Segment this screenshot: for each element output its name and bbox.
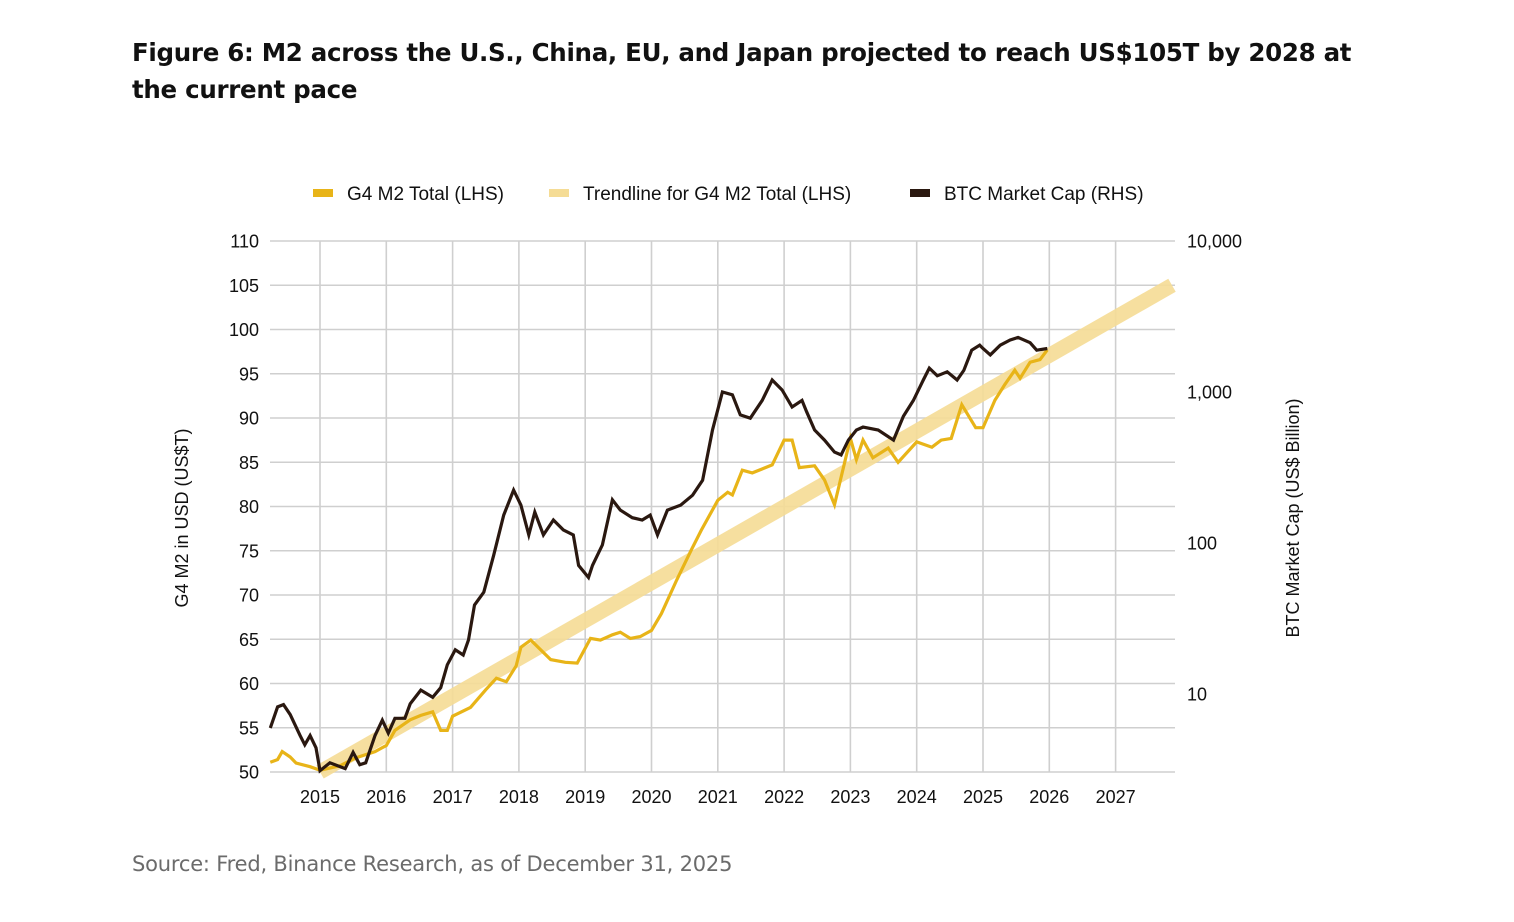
y-tick-label: 65: [239, 630, 259, 650]
y-tick-label: 85: [239, 453, 259, 473]
series-g4-m2-total: [269, 348, 1049, 772]
legend-label: BTC Market Cap (RHS): [944, 184, 1144, 205]
y-tick-label: 80: [239, 497, 259, 517]
y-tick-label: 110: [230, 232, 259, 252]
grid-horizontal: [270, 240, 1175, 773]
x-tick-label: 2020: [631, 787, 671, 807]
y-tick-label: 55: [239, 718, 259, 738]
y-tick-label: 90: [239, 409, 259, 429]
y-tick-label: 100: [229, 320, 259, 340]
y-tick-label: 70: [239, 586, 259, 606]
y-tick-label: 75: [239, 541, 259, 561]
x-tick-label: 2027: [1096, 787, 1136, 807]
y-tick-label: 95: [239, 364, 259, 384]
legend-swatch: [313, 189, 333, 197]
y2-tick-label: 100: [1187, 533, 1217, 553]
y2-tick-label: 10,000: [1187, 232, 1242, 252]
x-tick-label: 2023: [830, 787, 870, 807]
figure-title: Figure 6: M2 across the U.S., China, EU,…: [132, 38, 1352, 104]
x-tick-label: 2021: [698, 787, 738, 807]
x-tick-label: 2018: [499, 787, 539, 807]
y2-tick-label: 1,000: [1187, 382, 1232, 402]
series-btc-market-cap: [268, 335, 1048, 774]
x-tick-label: 2024: [897, 787, 937, 807]
x-axis-ticks: 2015 2016 2017 2018 2019 2020 2021 2022 2023 2024…: [300, 787, 1136, 807]
series-trendline: [316, 278, 1176, 779]
legend-swatch: [910, 189, 930, 197]
x-tick-label: 2025: [963, 787, 1003, 807]
x-tick-label: 2017: [433, 787, 473, 807]
legend-item-trendline: Trendline for G4 M2 Total (LHS): [549, 184, 851, 205]
legend-swatch: [549, 189, 569, 197]
y-tick-label: 60: [239, 674, 259, 694]
x-tick-label: 2026: [1029, 787, 1069, 807]
legend-label: G4 M2 Total (LHS): [347, 184, 504, 205]
legend-item-g4-m2-total: G4 M2 Total (LHS): [313, 184, 504, 205]
y-axis-left-ticks: 50 55 60 65 70 75 80 85 90 95 100 105 110: [229, 232, 259, 783]
legend-label: Trendline for G4 M2 Total (LHS): [583, 184, 851, 205]
y-axis-right-label: BTC Market Cap (US$ Billion): [1283, 398, 1303, 637]
y-tick-label: 105: [229, 276, 259, 296]
x-tick-label: 2019: [565, 787, 605, 807]
series-layer: [268, 278, 1176, 779]
y-axis-right-ticks: 10 100 1,000 10,000: [1187, 232, 1242, 705]
y-tick-label: 50: [239, 763, 259, 783]
y2-tick-label: 10: [1187, 684, 1207, 704]
x-tick-label: 2022: [764, 787, 804, 807]
y-axis-left-label: G4 M2 in USD (US$T): [172, 428, 192, 607]
x-tick-label: 2016: [366, 787, 406, 807]
legend: G4 M2 Total (LHS) Trendline for G4 M2 Tot…: [313, 184, 1144, 205]
legend-item-btc-market-cap: BTC Market Cap (RHS): [910, 184, 1144, 205]
x-tick-label: 2015: [300, 787, 340, 807]
source-note: Source: Fred, Binance Research, as of De…: [132, 852, 733, 876]
